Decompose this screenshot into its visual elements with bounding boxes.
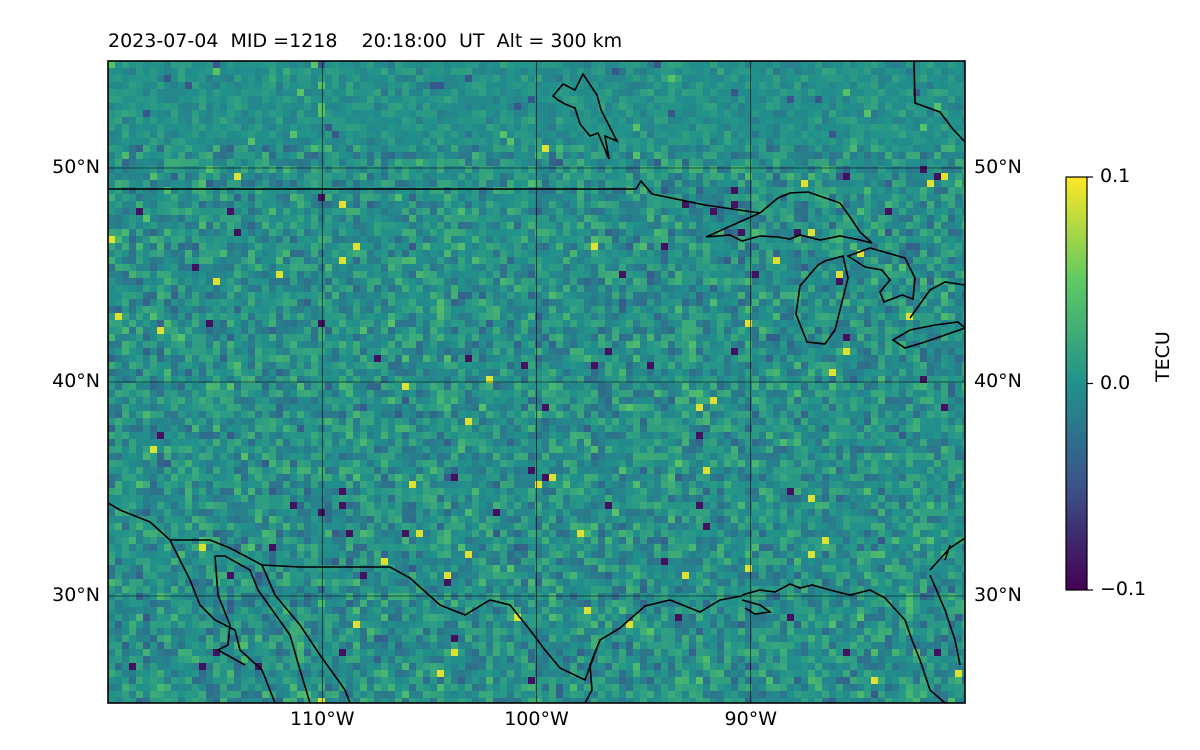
lat-tick-label-right: 40°N	[974, 370, 1022, 392]
colorbar-tick-label: 0.1	[1100, 165, 1131, 187]
colorbar-tick-label: 0.0	[1100, 371, 1131, 394]
tec-heatmap	[108, 61, 965, 703]
lat-tick-label-left: 40°N	[52, 370, 100, 392]
lat-tick-label-right: 30°N	[974, 584, 1022, 606]
colorbar	[1066, 177, 1087, 590]
lon-tick-label: 100°W	[504, 708, 569, 730]
lat-tick-label-left: 50°N	[52, 156, 100, 178]
map-title: 2023-07-04 MID =1218 20:18:00 UT Alt = 3…	[108, 30, 623, 52]
map-frame	[107, 60, 966, 704]
colorbar-label: TECU	[1152, 331, 1174, 382]
colorbar-ticks	[1087, 176, 1093, 591]
lon-tick-label: 110°W	[289, 708, 355, 730]
lat-tick-label-right: 50°N	[974, 156, 1022, 178]
lat-tick-label-left: 30°N	[52, 584, 100, 606]
colorbar-tick-label: −0.1	[1100, 578, 1147, 600]
lon-tick-label: 90°W	[724, 708, 777, 730]
map-gridlines	[108, 61, 965, 703]
coastlines	[108, 61, 965, 703]
